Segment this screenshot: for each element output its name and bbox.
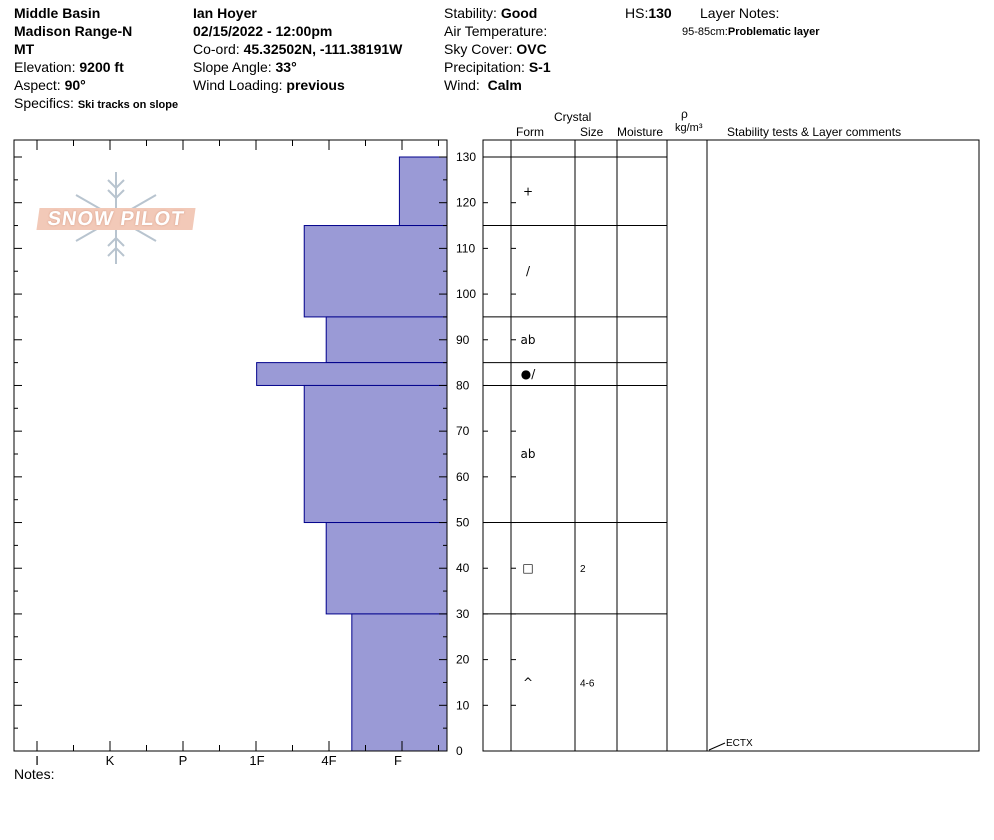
hardness-bar-6 [351,613,448,752]
depth-tick-label: 60 [456,470,470,484]
crystal-form-4: ab [521,447,536,461]
depth-tick-label: 70 [456,424,470,438]
depth-tick-label: 100 [456,287,476,301]
crystal-form-2: ab [521,333,536,347]
range-name: Madison Range-N [14,23,133,39]
layers-frame [482,139,980,752]
depth-tick-label: 130 [456,150,476,164]
hardness-bar-3 [256,362,448,386]
hardness-label-K: K [106,753,115,768]
stability-comments-header: Stability tests & Layer comments [727,125,902,139]
air-temperature: Air Temperature: [444,23,548,39]
hardness-label-P: P [179,753,188,768]
aspect: Aspect: 90° [14,77,86,93]
snow-height: HS:130 [625,5,672,21]
hardness-bar-1 [303,225,448,318]
hardness-label-4F: 4F [321,753,336,768]
hardness-bar-4 [303,384,448,524]
density-unit-header: kg/m³ [675,122,703,134]
depth-tick-label: 10 [456,698,470,712]
hardness-label-1F: 1F [249,753,264,768]
depth-tick-label: 30 [456,607,470,621]
snowpilot-logo: SNOW PILOT [36,170,196,270]
depth-tick-label: 90 [456,333,470,347]
wind-loading: Wind Loading: previous [193,77,345,93]
depth-tick-label: 20 [456,653,470,667]
hardness-bars [256,156,448,752]
layer-note: 95-85cm:Problematic layer [682,26,820,38]
crystal-form-3: ●/ [521,367,536,381]
observer-name: Ian Hoyer [193,5,257,21]
hardness-label-I: I [35,753,39,768]
stability-test-label: ECTX [726,738,753,749]
depth-tick-label: 40 [456,561,470,575]
crystal-size-5: 2 [580,564,586,575]
depth-tick-label: 110 [456,241,475,255]
form-header: Form [516,125,544,139]
sky-cover: Sky Cover: OVC [444,41,547,57]
state-name: MT [14,41,35,57]
depth-tick-label: 0 [456,744,463,758]
coordinates: Co-ord: 45.32502N, -111.38191W [193,41,403,57]
hardness-bar-5 [325,522,448,615]
chart-frames [13,139,980,752]
size-header: Size [580,125,604,139]
crystal-size-6: 4-6 [580,678,595,689]
hardness-bar-0 [398,156,448,227]
moisture-header: Moisture [617,125,664,139]
elevation: Elevation: 9200 ft [14,59,124,75]
specifics: Specifics: Ski tracks on slope [14,95,179,111]
rho-header: ρ [681,107,688,121]
slope-angle: Slope Angle: 33° [193,59,297,75]
hardness-label-F: F [394,753,402,768]
stability-test-pointer [708,742,726,751]
crystal-form-1: / [526,264,531,278]
depth-tick-label: 50 [456,516,470,530]
wind: Wind: Calm [444,77,522,93]
hardness-bar-2 [325,316,448,364]
location-name: Middle Basin [14,5,101,21]
observation-datetime: 02/15/2022 - 12:00pm [193,23,333,39]
hardness-frame [13,139,448,752]
crystal-form-6: ^ [523,675,533,689]
stability: Stability: Good [444,5,538,21]
crystal-form-0: + [523,184,533,198]
notes-label: Notes: [14,766,55,782]
precipitation: Precipitation: S-1 [444,59,551,75]
layer-columns: + / ab ●/ ab □ 2 ^ 4-6 ECTX [483,156,753,751]
depth-tick-label: 120 [456,196,476,210]
crystal-header: Crystal [554,110,592,124]
depth-tick-label: 80 [456,378,470,392]
layer-notes-label: Layer Notes: [700,5,780,21]
crystal-form-5: □ [522,561,533,575]
